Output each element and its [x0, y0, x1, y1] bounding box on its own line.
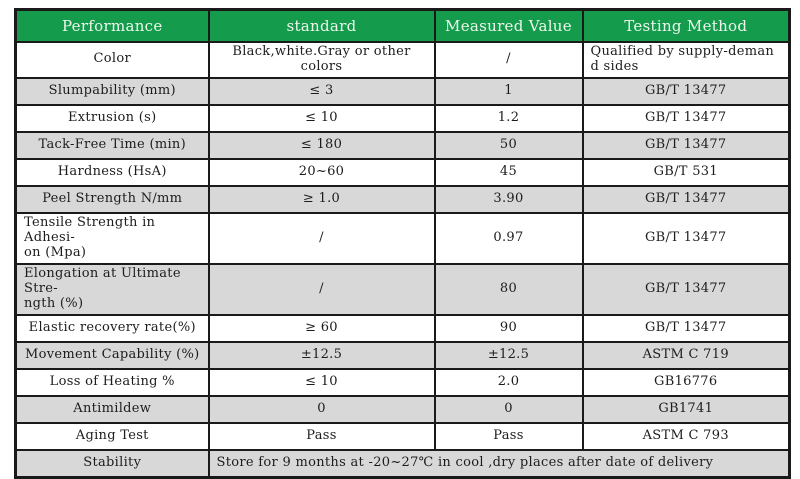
column-header-testing-method: Testing Method: [581, 8, 791, 43]
standard-cell: ≤ 3: [207, 76, 436, 106]
standard-cell: ≤ 10: [207, 103, 436, 133]
table-row: Aging Test Pass Pass ASTM C 793: [14, 421, 791, 451]
method-cell: GB/T 13477: [581, 76, 791, 106]
measured-cell: 3.90: [433, 184, 584, 214]
performance-cell: Elongation at Ultimate Stre- ngth (%): [14, 262, 210, 316]
performance-cell: Slumpability (mm): [14, 76, 210, 106]
table-row: Tensile Strength in Adhesi- on (Mpa)/0.9…: [14, 211, 791, 265]
standard-cell: 0: [207, 394, 436, 424]
method-cell: GB/T 13477: [581, 262, 791, 316]
performance-cell: Stability: [14, 448, 210, 478]
standard-cell: ≤ 10: [207, 367, 436, 397]
measured-cell: 2.0: [433, 367, 584, 397]
header-row: Performance standard Measured Value Testing…: [14, 8, 791, 43]
table-row: Extrusion (s) ≤ 10 1.2 GB/T 13477: [14, 103, 791, 133]
performance-cell: Peel Strength N/mm: [14, 184, 210, 214]
table-row: Antimildew 0 0 GB1741: [14, 394, 791, 424]
method-cell: GB/T 13477: [581, 130, 791, 160]
measured-cell: 0.97: [433, 211, 584, 265]
standard-cell: ≤ 180: [207, 130, 436, 160]
table-header: Performance standard Measured Value Testing…: [14, 8, 791, 43]
method-cell: GB/T 13477: [581, 313, 791, 343]
performance-spec-table: Performance standard Measured Value Testing…: [14, 8, 791, 479]
table-row: Elongation at Ultimate Stre- ngth (%)/80…: [14, 262, 791, 316]
measured-cell: 1: [433, 76, 584, 106]
table-row: Slumpability (mm) ≤ 3 1 GB/T 13477: [14, 76, 791, 106]
performance-cell: Tensile Strength in Adhesi- on (Mpa): [14, 211, 210, 265]
standard-cell: /: [207, 211, 436, 265]
method-cell: GB/T 13477: [581, 211, 791, 265]
table-row: Color Black,white.Gray or other colors / Qu…: [14, 41, 791, 79]
measured-cell: Pass: [433, 421, 584, 451]
table-row: Tack-Free Time (min) ≤ 180 50 GB/T 13477: [14, 130, 791, 160]
standard-cell: Pass: [207, 421, 436, 451]
table-row: Hardness (HsA) 20~60 45 GB/T 531: [14, 157, 791, 187]
performance-cell: Color: [14, 41, 210, 79]
standard-cell: ≥ 60: [207, 313, 436, 343]
measured-cell: /: [433, 41, 584, 79]
table-body: Color Black,white.Gray or other colors / Qu…: [14, 41, 791, 478]
standard-cell: ≥ 1.0: [207, 184, 436, 214]
performance-cell: Hardness (HsA): [14, 157, 210, 187]
performance-cell: Movement Capability (%): [14, 340, 210, 370]
performance-cell: Tack-Free Time (min): [14, 130, 210, 160]
stability-merged-cell: Store for 9 months at -20~27℃ in cool ,d…: [207, 448, 791, 478]
measured-cell: 1.2: [433, 103, 584, 133]
table-row: Peel Strength N/mm ≥ 1.0 3.90 GB/T 13477: [14, 184, 791, 214]
measured-cell: 45: [433, 157, 584, 187]
spec-table-container: Performance standard Measured Value Testing…: [14, 8, 791, 479]
standard-cell: /: [207, 262, 436, 316]
table-row-stability: Stability Store for 9 months at -20~27℃ i…: [14, 448, 791, 478]
method-cell: GB1741: [581, 394, 791, 424]
method-cell: GB/T 531: [581, 157, 791, 187]
column-header-performance: Performance: [14, 8, 210, 43]
column-header-standard: standard: [207, 8, 436, 43]
performance-cell: Loss of Heating %: [14, 367, 210, 397]
method-cell: GB/T 13477: [581, 184, 791, 214]
performance-cell: Aging Test: [14, 421, 210, 451]
standard-cell: Black,white.Gray or other colors: [207, 41, 436, 79]
measured-cell: 90: [433, 313, 584, 343]
method-cell: ASTM C 719: [581, 340, 791, 370]
method-cell: Qualified by supply-deman d sides: [581, 41, 791, 79]
performance-cell: Extrusion (s): [14, 103, 210, 133]
measured-cell: 80: [433, 262, 584, 316]
method-cell: ASTM C 793: [581, 421, 791, 451]
measured-cell: 0: [433, 394, 584, 424]
table-row: Loss of Heating % ≤ 10 2.0 GB16776: [14, 367, 791, 397]
measured-cell: 50: [433, 130, 584, 160]
standard-cell: ±12.5: [207, 340, 436, 370]
standard-cell: 20~60: [207, 157, 436, 187]
performance-cell: Elastic recovery rate(%): [14, 313, 210, 343]
table-row: Elastic recovery rate(%) ≥ 60 90 GB/T 13477: [14, 313, 791, 343]
performance-cell: Antimildew: [14, 394, 210, 424]
measured-cell: ±12.5: [433, 340, 584, 370]
column-header-measured-value: Measured Value: [433, 8, 584, 43]
method-cell: GB/T 13477: [581, 103, 791, 133]
table-row: Movement Capability (%) ±12.5 ±12.5 ASTM C …: [14, 340, 791, 370]
method-cell: GB16776: [581, 367, 791, 397]
